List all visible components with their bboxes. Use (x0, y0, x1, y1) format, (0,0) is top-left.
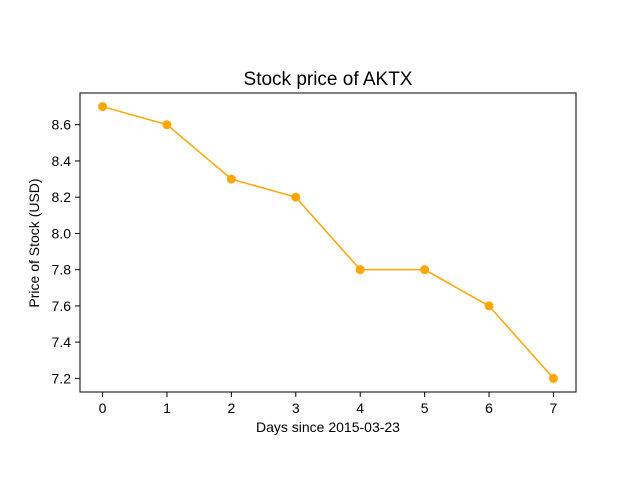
series-line (102, 105, 555, 379)
x-tick-label: 0 (99, 400, 107, 416)
y-tick-label: 7.4 (52, 334, 72, 350)
x-tick-label: 2 (227, 400, 235, 416)
series-layer (98, 102, 558, 383)
data-point (484, 301, 494, 311)
x-tick-label: 3 (292, 400, 300, 416)
x-tick-label: 5 (421, 400, 429, 416)
data-point (420, 265, 430, 275)
x-axis-label: Days since 2015-03-23 (256, 419, 400, 435)
plot-area (79, 92, 577, 393)
y-tick-label: 7.8 (52, 262, 72, 278)
x-tick-label: 6 (485, 400, 493, 416)
x-axis: 0 1 2 3 4 5 6 7 (99, 392, 558, 416)
x-tick-label: 7 (550, 400, 558, 416)
data-point (162, 120, 172, 130)
plot-frame (79, 92, 577, 393)
data-point (98, 102, 108, 112)
y-tick-label: 7.2 (52, 370, 72, 386)
data-point (291, 192, 301, 202)
x-tick-label: 4 (356, 400, 364, 416)
y-axis-label: Price of Stock (USD) (26, 178, 42, 307)
data-point (548, 373, 558, 383)
y-tick-label: 8.2 (52, 189, 72, 205)
chart-title: Stock price of AKTX (244, 69, 413, 90)
y-tick-label: 8.6 (52, 117, 72, 133)
y-tick-label: 8.0 (52, 225, 72, 241)
y-axis: 7.2 7.4 7.6 7.8 8.0 8.2 8.4 8.6 (52, 117, 80, 386)
y-tick-label: 7.6 (52, 298, 72, 314)
data-point (355, 265, 365, 275)
x-tick-label: 1 (163, 400, 171, 416)
y-tick-label: 8.4 (52, 153, 72, 169)
data-point (226, 174, 236, 184)
